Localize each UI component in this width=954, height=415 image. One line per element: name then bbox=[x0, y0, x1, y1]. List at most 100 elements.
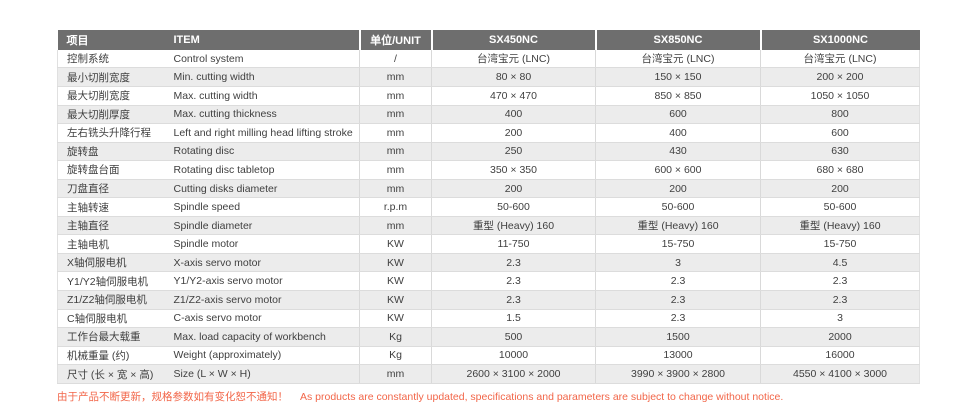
table-row: 主轴直径 Spindle diameter mm 重型 (Heavy) 160 重型 (… bbox=[57, 216, 920, 236]
cell-sx450nc: 11-750 bbox=[431, 234, 596, 254]
cell-sx850nc: 台湾宝元 (LNC) bbox=[595, 50, 761, 69]
cell-unit: mm bbox=[359, 123, 432, 143]
cell-sx1000nc: 15-750 bbox=[760, 234, 920, 254]
cell-sx850nc: 3990 × 3900 × 2800 bbox=[595, 364, 761, 384]
cell-sx1000nc: 重型 (Heavy) 160 bbox=[760, 216, 920, 236]
cell-sx850nc: 2.3 bbox=[595, 271, 761, 292]
cell-sx450nc: 200 bbox=[431, 123, 596, 143]
cell-item-en: Spindle diameter bbox=[169, 216, 360, 236]
cell-unit: / bbox=[359, 50, 432, 69]
cell-item-en: Max. load capacity of workbench bbox=[169, 327, 360, 347]
cell-unit: mm bbox=[359, 216, 432, 236]
col-header-sx450nc: SX450NC bbox=[430, 30, 596, 50]
cell-item-zh: 主轴转速 bbox=[57, 197, 170, 217]
table-row: 最大切削宽度 Max. cutting width mm 470 × 470 850 ×… bbox=[57, 86, 920, 106]
cell-sx850nc: 600 × 600 bbox=[595, 160, 761, 180]
cell-item-en: Control system bbox=[169, 50, 360, 69]
cell-item-zh: 尺寸 (长 × 宽 × 高) bbox=[57, 364, 170, 384]
cell-item-zh: 旋转盘台面 bbox=[57, 160, 170, 180]
cell-sx1000nc: 2.3 bbox=[760, 290, 920, 310]
cell-unit: mm bbox=[359, 105, 432, 125]
table-row: 刀盘直径 Cutting disks diameter mm 200 200 200 bbox=[57, 179, 920, 199]
table-row: 最大切削厚度 Max. cutting thickness mm 400 600 800 bbox=[57, 105, 920, 125]
cell-unit: KW bbox=[359, 234, 432, 254]
cell-sx850nc: 50-600 bbox=[595, 197, 761, 217]
cell-item-zh: C轴伺服电机 bbox=[57, 309, 170, 329]
cell-item-zh: 主轴电机 bbox=[57, 234, 170, 254]
cell-unit: r.p.m bbox=[359, 197, 432, 217]
cell-unit: KW bbox=[359, 309, 432, 329]
cell-sx1000nc: 2.3 bbox=[760, 271, 920, 292]
disclaimer-notice-en: As products are constantly updated, spec… bbox=[300, 391, 784, 403]
spec-table-body: 控制系统 Control system / 台湾宝元 (LNC) 台湾宝元 (LNC) 台… bbox=[57, 50, 920, 384]
cell-item-en: Left and right milling head lifting stro… bbox=[169, 123, 360, 143]
cell-item-en: Spindle motor bbox=[169, 234, 360, 254]
cell-sx850nc: 400 bbox=[595, 123, 761, 143]
cell-item-en: Y1/Y2-axis servo motor bbox=[169, 271, 360, 292]
cell-unit: Kg bbox=[359, 327, 432, 347]
table-row: 最小切削宽度 Min. cutting width mm 80 × 80 150 × 1… bbox=[57, 67, 920, 88]
cell-sx450nc: 10000 bbox=[431, 346, 596, 366]
cell-item-zh: 控制系统 bbox=[57, 50, 170, 69]
cell-unit: mm bbox=[359, 86, 432, 106]
cell-sx450nc: 2.3 bbox=[431, 271, 596, 292]
cell-sx850nc: 600 bbox=[595, 105, 761, 125]
cell-unit: KW bbox=[359, 253, 432, 273]
col-header-unit: 单位/UNIT bbox=[358, 30, 432, 50]
cell-sx450nc: 台湾宝元 (LNC) bbox=[431, 50, 596, 69]
table-row: 控制系统 Control system / 台湾宝元 (LNC) 台湾宝元 (LNC) 台… bbox=[57, 50, 920, 69]
cell-item-zh: 最大切削厚度 bbox=[57, 105, 170, 125]
cell-unit: mm bbox=[359, 67, 432, 88]
cell-sx850nc: 13000 bbox=[595, 346, 761, 366]
cell-item-zh: 机械重量 (约) bbox=[57, 346, 170, 366]
cell-sx850nc: 850 × 850 bbox=[595, 86, 761, 106]
cell-sx450nc: 350 × 350 bbox=[431, 160, 596, 180]
cell-item-en: Max. cutting thickness bbox=[169, 105, 360, 125]
cell-unit: mm bbox=[359, 160, 432, 180]
cell-sx850nc: 430 bbox=[595, 142, 761, 162]
cell-sx1000nc: 50-600 bbox=[760, 197, 920, 217]
cell-unit: Kg bbox=[359, 346, 432, 366]
cell-sx1000nc: 4.5 bbox=[760, 253, 920, 273]
table-row: Z1/Z2轴伺服电机 Z1/Z2-axis servo motor KW 2.3 2.3… bbox=[57, 290, 920, 310]
cell-unit: mm bbox=[359, 142, 432, 162]
cell-item-en: Spindle speed bbox=[169, 197, 360, 217]
cell-sx850nc: 3 bbox=[595, 253, 761, 273]
col-header-item-en: ITEM bbox=[169, 30, 360, 50]
cell-sx1000nc: 4550 × 4100 × 3000 bbox=[760, 364, 920, 384]
table-row: C轴伺服电机 C-axis servo motor KW 1.5 2.3 3 bbox=[57, 309, 920, 329]
cell-item-en: Min. cutting width bbox=[169, 67, 360, 88]
cell-item-en: Weight (approximately) bbox=[169, 346, 360, 366]
cell-sx850nc: 1500 bbox=[595, 327, 761, 347]
cell-sx1000nc: 680 × 680 bbox=[760, 160, 920, 180]
cell-sx1000nc: 200 bbox=[760, 179, 920, 199]
cell-unit: KW bbox=[359, 290, 432, 310]
cell-sx1000nc: 630 bbox=[760, 142, 920, 162]
cell-sx1000nc: 2000 bbox=[760, 327, 920, 347]
cell-sx1000nc: 200 × 200 bbox=[760, 67, 920, 88]
cell-sx1000nc: 3 bbox=[760, 309, 920, 329]
cell-item-zh: 旋转盘 bbox=[57, 142, 170, 162]
cell-sx450nc: 200 bbox=[431, 179, 596, 199]
table-row: 旋转盘 Rotating disc mm 250 430 630 bbox=[57, 142, 920, 162]
cell-sx1000nc: 16000 bbox=[760, 346, 920, 366]
cell-sx850nc: 重型 (Heavy) 160 bbox=[595, 216, 761, 236]
col-header-sx850nc: SX850NC bbox=[594, 30, 761, 50]
disclaimer-notice: 由于产品不断更新，规格参数如有变化恕不通知！ As products are co… bbox=[57, 389, 783, 404]
cell-item-en: Z1/Z2-axis servo motor bbox=[169, 290, 360, 310]
cell-sx850nc: 2.3 bbox=[595, 290, 761, 310]
table-row: X轴伺服电机 X-axis servo motor KW 2.3 3 4.5 bbox=[57, 253, 920, 273]
cell-item-zh: 最大切削宽度 bbox=[57, 86, 170, 106]
cell-item-en: C-axis servo motor bbox=[169, 309, 360, 329]
table-row: 工作台最大载重 Max. load capacity of workbench Kg… bbox=[57, 327, 920, 347]
disclaimer-notice-zh: 由于产品不断更新，规格参数如有变化恕不通知！ bbox=[57, 391, 288, 403]
cell-sx450nc: 2.3 bbox=[431, 290, 596, 310]
cell-unit: mm bbox=[359, 179, 432, 199]
cell-sx850nc: 200 bbox=[595, 179, 761, 199]
cell-sx850nc: 15-750 bbox=[595, 234, 761, 254]
cell-item-zh: 工作台最大载重 bbox=[57, 327, 170, 347]
cell-sx450nc: 1.5 bbox=[431, 309, 596, 329]
cell-item-zh: 左右铣头升降行程 bbox=[57, 123, 170, 143]
cell-sx450nc: 重型 (Heavy) 160 bbox=[431, 216, 596, 236]
cell-item-en: Cutting disks diameter bbox=[169, 179, 360, 199]
